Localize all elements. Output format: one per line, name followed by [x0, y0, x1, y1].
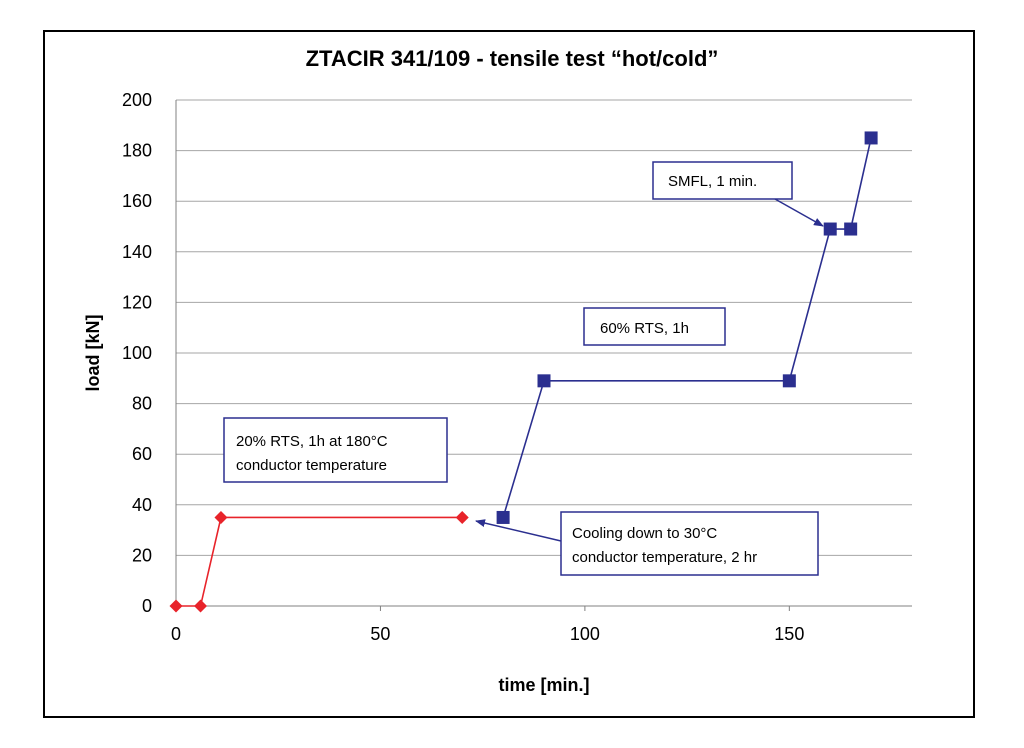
annotation-smfl-text: SMFL, 1 min.: [668, 173, 757, 190]
x-tick-label: 50: [370, 624, 390, 644]
y-tick-label: 120: [122, 292, 152, 312]
data-point-square-1: [537, 374, 551, 388]
annotation-cooling-line-1: Cooling down to 30°C: [572, 525, 717, 542]
data-point-square-3: [823, 222, 837, 236]
chart-title: ZTACIR 341/109 - tensile test “hot/cold”: [306, 46, 719, 71]
annotation-60-rts: 60% RTS, 1h: [583, 307, 726, 346]
tick-labels: 0 20 40 60 80 100 120 140 160 180 200 0 50 100 150: [122, 90, 804, 644]
y-tick-label: 200: [122, 90, 152, 110]
grid-lines: [176, 99, 912, 556]
y-tick-label: 140: [122, 242, 152, 262]
annotation-smfl-arrow: [774, 198, 824, 227]
x-tick-label: 100: [570, 624, 600, 644]
y-tick-label: 160: [122, 191, 152, 211]
annotation-cooling-arrow: [475, 519, 562, 542]
x-axis-title: time [min.]: [498, 675, 589, 695]
y-tick-label: 60: [132, 444, 152, 464]
data-point-square-0: [496, 510, 510, 524]
data-point-square-2: [782, 374, 796, 388]
series-layer: [169, 131, 878, 613]
data-point-diamond-3: [455, 510, 469, 524]
y-tick-label: 180: [122, 141, 152, 161]
annotation-smfl: SMFL, 1 min.: [652, 161, 824, 227]
y-tick-label: 20: [132, 545, 152, 565]
annotation-60-rts-text: 60% RTS, 1h: [600, 320, 689, 337]
data-point-square-4: [844, 222, 858, 236]
data-point-diamond-0: [169, 599, 183, 613]
y-tick-label: 0: [142, 596, 152, 616]
annotation-heating: 20% RTS, 1h at 180°C conductor temperatu…: [223, 417, 448, 483]
y-tick-label: 80: [132, 394, 152, 414]
series-line-0: [176, 516, 463, 607]
chart-frame: [43, 30, 975, 718]
data-point-square-5: [864, 131, 878, 145]
data-point-diamond-2: [214, 510, 228, 524]
annotation-heating-line-1: 20% RTS, 1h at 180°C: [236, 433, 388, 450]
annotation-heating-line-2: conductor temperature: [236, 457, 387, 474]
y-axis-title: load [kN]: [83, 314, 103, 391]
y-tick-label: 100: [122, 343, 152, 363]
annotation-cooling-line-2: conductor temperature, 2 hr: [572, 549, 757, 566]
y-tick-label: 40: [132, 495, 152, 515]
x-tick-label: 150: [774, 624, 804, 644]
data-point-diamond-1: [194, 599, 208, 613]
annotation-cooling: Cooling down to 30°C conductor temperatu…: [475, 511, 819, 576]
x-tick-label: 0: [171, 624, 181, 644]
series-line-1: [502, 137, 872, 518]
